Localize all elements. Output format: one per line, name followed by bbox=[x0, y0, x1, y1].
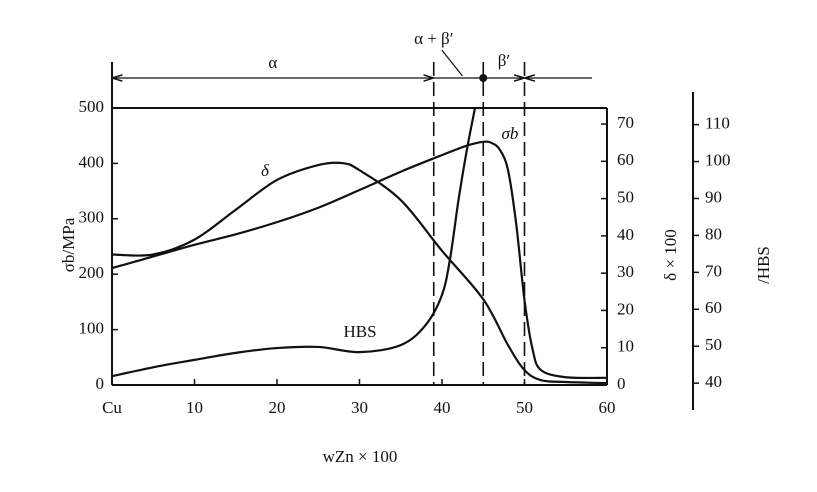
x-tick-label: 10 bbox=[186, 398, 203, 417]
y3-tick-label: 70 bbox=[705, 261, 722, 280]
y3-tick-label: 90 bbox=[705, 187, 722, 206]
y3-tick-label: 110 bbox=[705, 114, 730, 133]
phase-label: β′ bbox=[498, 51, 510, 70]
phase-label: α + β′ bbox=[414, 29, 453, 48]
y2-tick-label: 40 bbox=[617, 225, 634, 244]
y2-tick-label: 10 bbox=[617, 337, 634, 356]
x-axis-label: wZn × 100 bbox=[323, 447, 398, 466]
y3-tick-label: 80 bbox=[705, 224, 722, 243]
curve bbox=[111, 107, 477, 378]
y3-axis-label: /HBS bbox=[754, 246, 773, 284]
x-tick-label: 60 bbox=[599, 398, 616, 417]
y2-tick-label: 50 bbox=[617, 187, 634, 206]
y2-tick-label: 0 bbox=[617, 374, 626, 393]
y-axis-label: σb/MPa bbox=[59, 217, 78, 272]
y-tick-label: 100 bbox=[79, 319, 105, 338]
y2-tick-label: 60 bbox=[617, 150, 634, 169]
phase-label: α bbox=[268, 53, 277, 72]
y-tick-label: 200 bbox=[79, 263, 105, 282]
curve-label: σb bbox=[502, 124, 519, 143]
x-tick-label: 30 bbox=[351, 398, 368, 417]
y3-tick-label: 100 bbox=[705, 150, 731, 169]
curve bbox=[111, 161, 608, 385]
x-tick-label: 50 bbox=[516, 398, 533, 417]
x-tick-label: Cu bbox=[102, 398, 122, 417]
y2-tick-label: 20 bbox=[617, 299, 634, 318]
y2-tick-label: 30 bbox=[617, 262, 634, 281]
y-tick-label: 500 bbox=[79, 97, 105, 116]
curve bbox=[111, 140, 608, 380]
y-tick-label: 400 bbox=[79, 152, 105, 171]
curve-label: HBS bbox=[343, 322, 376, 341]
y-tick-label: 0 bbox=[96, 374, 105, 393]
x-tick-label: 40 bbox=[434, 398, 451, 417]
phase-leader bbox=[441, 49, 463, 77]
y3-tick-label: 40 bbox=[705, 372, 722, 391]
y3-tick-label: 50 bbox=[705, 335, 722, 354]
phase-dot bbox=[479, 74, 488, 82]
y2-axis-label: δ × 100 bbox=[661, 229, 680, 281]
y3-tick-label: 60 bbox=[705, 298, 722, 317]
x-tick-label: 20 bbox=[269, 398, 286, 417]
y2-tick-label: 70 bbox=[617, 113, 634, 132]
y-tick-label: 300 bbox=[79, 208, 105, 227]
curve-label: δ bbox=[261, 161, 270, 180]
